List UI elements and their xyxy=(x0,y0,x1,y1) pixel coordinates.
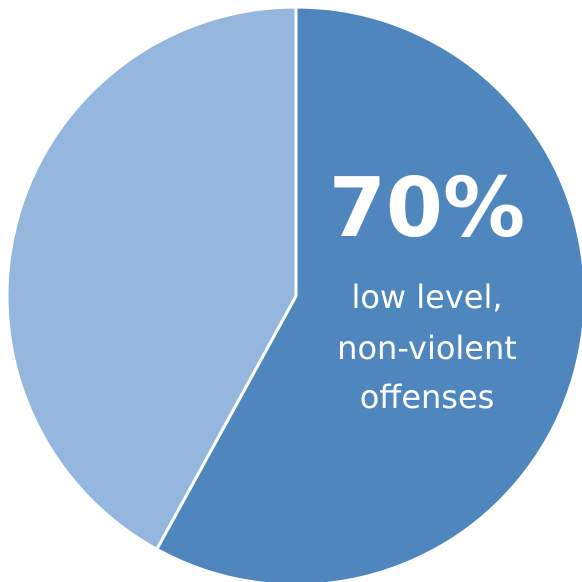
pie-slice-1 xyxy=(155,5,582,582)
annotation-value: 70% xyxy=(329,161,525,256)
annotation-line-3: offenses xyxy=(360,378,495,416)
annotation-line-1: low level, xyxy=(351,278,502,316)
pie-slices xyxy=(5,5,582,582)
pie-slice-2 xyxy=(5,5,298,551)
annotation-line-2: non-violent xyxy=(337,329,517,367)
